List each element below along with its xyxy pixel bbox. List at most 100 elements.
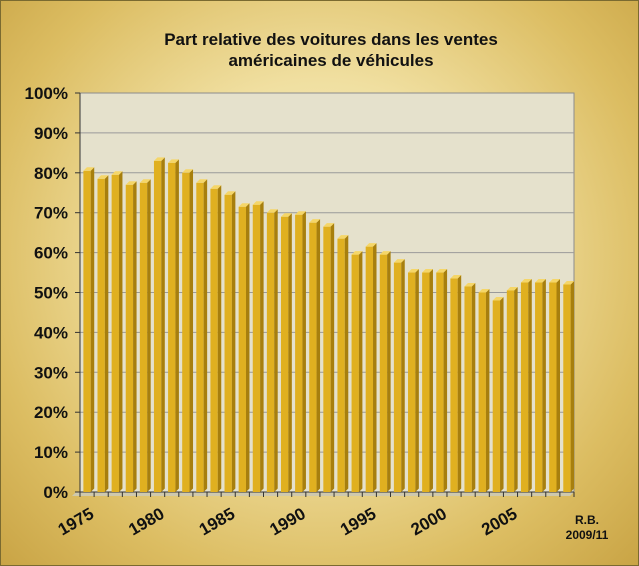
bar-top	[422, 269, 433, 273]
bar-front	[266, 212, 275, 492]
bar-top	[408, 269, 419, 273]
bar-top	[182, 169, 194, 173]
bar-side	[429, 269, 433, 492]
bar-front	[168, 162, 176, 492]
bar	[478, 289, 490, 492]
bar	[196, 179, 208, 492]
bar-top	[478, 289, 490, 293]
chart-title-line2: américaines de véhicules	[228, 51, 434, 70]
y-tick-label: 30%	[34, 363, 68, 382]
bar-front	[464, 286, 472, 492]
bar	[182, 169, 194, 493]
bar-side	[189, 169, 194, 493]
bar-front	[125, 184, 134, 492]
bar	[168, 159, 179, 492]
bar-side	[500, 296, 504, 492]
bar-front	[224, 194, 232, 492]
bar-front	[323, 226, 331, 493]
bar	[506, 287, 518, 492]
bar-front	[295, 214, 303, 492]
bar-top	[535, 279, 546, 283]
bar-front	[153, 160, 162, 492]
bar	[252, 201, 264, 492]
bar-front	[238, 206, 246, 492]
bar	[309, 219, 321, 493]
bar-side	[485, 289, 490, 492]
bar-top	[252, 201, 264, 205]
bar-side	[161, 157, 165, 492]
bar	[280, 213, 292, 492]
y-tick-label: 20%	[34, 403, 68, 422]
chart-title-line1: Part relative des voitures dans les vent…	[164, 30, 498, 49]
bar-side	[387, 251, 391, 492]
bar-side	[330, 223, 335, 493]
bar	[210, 185, 222, 492]
bar-top	[520, 279, 532, 283]
plot-floor	[72, 492, 574, 496]
bar-top	[323, 223, 335, 227]
bar-top	[168, 159, 179, 163]
bar-top	[266, 209, 278, 213]
y-tick-label: 80%	[34, 164, 68, 183]
y-tick-label: 50%	[34, 284, 68, 303]
bar-front	[506, 290, 515, 492]
bar-top	[295, 211, 306, 215]
bar-top	[379, 251, 391, 255]
bar-front	[379, 254, 388, 492]
bar-front	[408, 272, 416, 492]
bar-front	[520, 282, 529, 492]
bar	[351, 251, 363, 492]
bar-side	[457, 275, 462, 492]
bar	[97, 175, 109, 492]
bar-top	[153, 157, 165, 161]
y-tick-label: 90%	[34, 124, 68, 143]
bar-front	[393, 262, 402, 492]
bar-front	[422, 272, 430, 492]
bar	[436, 269, 448, 492]
bar-side	[471, 283, 476, 492]
bar-top	[464, 283, 476, 287]
bar	[153, 157, 165, 492]
bar-side	[104, 175, 109, 492]
bar	[83, 167, 95, 492]
bar-front	[549, 282, 557, 492]
bar-side	[401, 259, 405, 492]
bar-front	[450, 278, 458, 492]
bar-top	[436, 269, 448, 273]
bar-side	[443, 269, 448, 492]
bar-side	[288, 213, 292, 492]
bar-front	[492, 300, 501, 492]
bar-side	[147, 179, 151, 492]
bar-front	[535, 282, 543, 492]
bar-side	[415, 269, 419, 492]
bar-front	[309, 222, 317, 493]
bar-front	[196, 182, 204, 492]
bar	[238, 203, 250, 492]
x-tick-label: 1980	[125, 504, 167, 539]
bar-front	[478, 292, 486, 492]
bar-front	[210, 188, 218, 492]
bar-side	[344, 235, 349, 492]
x-tick-label: 2000	[408, 504, 450, 539]
bar	[111, 171, 123, 493]
bar-side	[217, 185, 222, 492]
credit-author: R.B.	[575, 513, 599, 527]
bar-top	[111, 171, 123, 175]
bar-top	[365, 243, 377, 247]
bar	[492, 296, 504, 492]
bar-front	[337, 238, 345, 492]
bar	[139, 179, 151, 492]
bar-side	[203, 179, 208, 492]
bar-top	[224, 191, 236, 195]
bar-top	[309, 219, 321, 223]
bar-top	[210, 185, 222, 189]
bar-side	[528, 279, 532, 492]
bar-top	[97, 175, 109, 179]
bar	[224, 191, 236, 492]
bar-side	[373, 243, 377, 492]
bar-top	[450, 275, 462, 279]
bar	[337, 235, 349, 492]
x-tick-label: 1990	[267, 504, 309, 539]
bar-side	[316, 219, 321, 493]
bar	[295, 211, 306, 492]
